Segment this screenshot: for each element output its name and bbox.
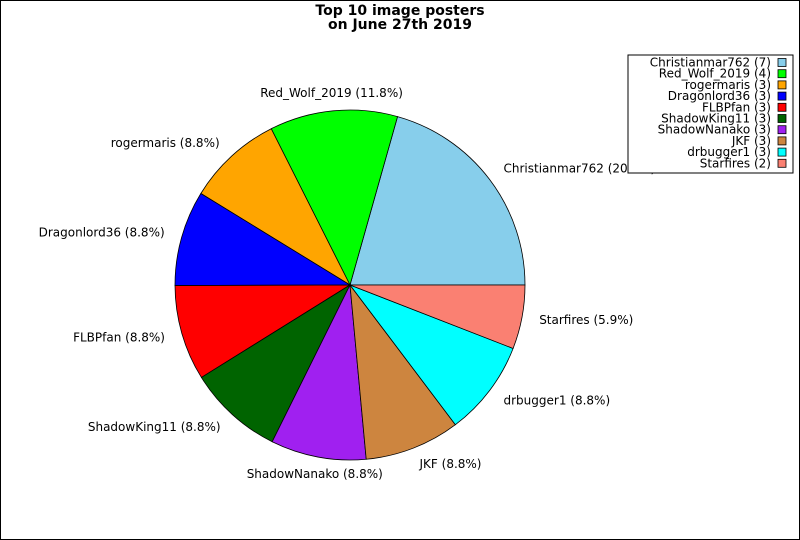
pie-slice <box>174 192 352 286</box>
slice-label: Dragonlord36 (8.8%) <box>39 225 165 239</box>
slice-label: Christianmar762 (20.6%) <box>504 161 656 175</box>
chart-title: on June 27th 2019 <box>328 17 472 33</box>
slice-label: FLBPfan (8.8%) <box>73 331 165 345</box>
legend-swatch <box>777 147 787 157</box>
pie-slice <box>349 284 526 349</box>
legend-label: drbugger1 (3) <box>687 145 771 159</box>
legend-swatch <box>777 114 787 123</box>
legend-swatch <box>777 69 787 79</box>
legend-label: ShadowKing11 (3) <box>661 112 771 126</box>
legend-swatch <box>777 102 787 112</box>
pie-slice <box>270 109 399 287</box>
slice-label: drbugger1 (8.8%) <box>504 394 611 408</box>
legend-label: JKF (3) <box>731 134 771 148</box>
slice-label: ShadowKing11 (8.8%) <box>88 420 221 434</box>
legend-label: Dragonlord36 (3) <box>668 89 771 103</box>
pie-slice <box>348 284 514 426</box>
legend-swatch <box>777 91 787 101</box>
legend-swatch <box>777 80 787 90</box>
pie-slice <box>271 283 367 461</box>
chart-title: Top 10 image posters <box>315 3 484 19</box>
legend-swatch <box>777 158 787 168</box>
legend-box <box>627 54 794 174</box>
pie-slice <box>200 283 351 443</box>
pie-slice <box>174 284 352 379</box>
legend-swatch <box>777 58 787 67</box>
legend-label: ShadowNanako (3) <box>658 123 771 137</box>
pie-slice <box>349 116 526 286</box>
legend-label: Starfires (2) <box>700 156 771 170</box>
slice-label: Red_Wolf_2019 (11.8%) <box>260 86 403 100</box>
slice-label: Starfires (5.9%) <box>539 313 633 327</box>
legend-swatch <box>777 125 787 135</box>
legend-label: Red_Wolf_2019 (4) <box>659 67 771 81</box>
legend-swatch <box>777 136 787 146</box>
legend-label: rogermaris (3) <box>685 78 771 92</box>
slice-label: rogermaris (8.8%) <box>111 136 220 150</box>
pie-slice <box>200 128 351 287</box>
legend-label: Christianmar762 (7) <box>650 56 771 70</box>
slice-label: ShadowNanako (8.8%) <box>247 467 383 481</box>
slice-label: JKF (8.8%) <box>419 457 482 471</box>
pie-slice <box>349 283 456 460</box>
legend-label: FLBPfan (3) <box>702 100 771 114</box>
